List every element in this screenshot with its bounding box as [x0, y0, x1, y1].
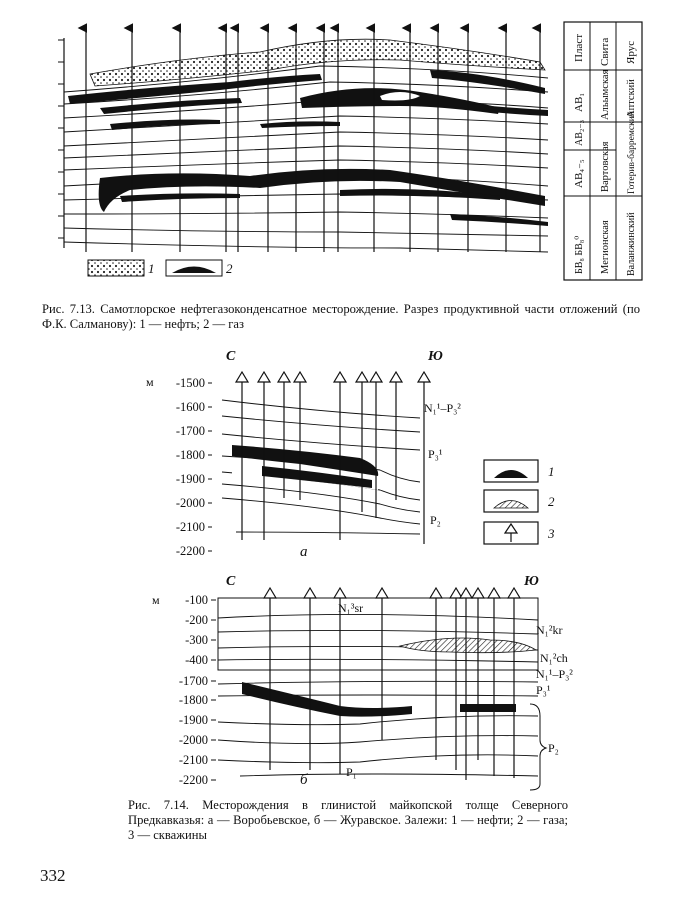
fig714a-depth-2: -1700: [176, 424, 205, 438]
fig714a-strata-2: P₂: [430, 513, 441, 527]
fig714b-south: Ю: [523, 574, 539, 589]
stratigraphy-table: Пласт Свита Ярус АВ₁ АВ₂₋₃ АВ₄₋₅ БВ₈ БВ₈…: [563, 21, 643, 281]
fig714-legend: 1 2 3: [483, 459, 555, 545]
fig714b-depth-2: -300: [185, 633, 208, 647]
legend-713-num-1: 1: [148, 261, 155, 276]
legend-oil-swatch: [87, 259, 145, 277]
fig714a-depth-3: -1800: [176, 448, 205, 462]
fig714a-depth-7: -2200: [176, 544, 205, 558]
fig714b-depth-6: -1900: [179, 713, 208, 727]
table-plast-1: АВ₁: [573, 93, 585, 112]
legend-714-num-2: 2: [548, 494, 555, 509]
table-yarus-4: Валанжинский: [626, 212, 637, 276]
fig714b-depth-4: -1700: [179, 674, 208, 688]
fig714a-section: С Ю м -1500 -1600 -1700 -1800 -1900 -200…: [146, 349, 461, 560]
legend-714-num-3: 3: [547, 526, 555, 541]
fig714b-depth-8: -2100: [179, 753, 208, 767]
fig714b-strata-5: P₂: [548, 741, 559, 755]
fig714a-depth-1: -1600: [176, 400, 205, 414]
fig714b-depth-5: -1800: [179, 693, 208, 707]
table-header-plast: Пласт: [573, 34, 585, 62]
table-svita-1: Альымская: [600, 69, 611, 120]
fig714b-strata-6: P₁: [346, 765, 357, 779]
table-header-svita: Свита: [599, 38, 611, 66]
fig713-section: 1 2 Пласт Свита Ярус АВ₁ АВ₂₋₃ АВ₄₋₅ БВ₈…: [58, 21, 643, 281]
fig714a-strata-1: P₃¹: [428, 447, 443, 461]
fig714b-depth-7: -2000: [179, 733, 208, 747]
fig714a-depth-5: -2000: [176, 496, 205, 510]
fig714b-strata-2: N₁²ch: [540, 651, 568, 665]
fig714a-unit: м: [146, 375, 154, 389]
fig714-caption: Рис. 7.14. Месторождения в глинистой май…: [128, 798, 568, 842]
table-header-yarus: Ярус: [625, 41, 637, 64]
fig714a-strata-0: N₁¹–P₃²: [424, 401, 461, 415]
fig714b-section: С Ю м -100 -200 -300 -400 -1700 -1800 -1…: [152, 574, 573, 791]
fig714a-depth-6: -2100: [176, 520, 205, 534]
fig714b-north: С: [226, 574, 236, 589]
fig714a-depth-axis: -1500 -1600 -1700 -1800 -1900 -2000 -210…: [176, 376, 205, 558]
fig714b-unit: м: [152, 593, 160, 607]
fig714b-strata-3: N₁¹–P₃²: [536, 667, 573, 681]
table-svita-4: Мегионская: [600, 220, 611, 274]
table-svita-3: Вартовская: [600, 141, 611, 192]
fig714b-depth-0: -100: [185, 593, 208, 607]
fig714b-label: б: [300, 772, 308, 788]
table-plast-3: АВ₄₋₅: [573, 159, 585, 188]
fig714a-depth-0: -1500: [176, 376, 205, 390]
fig714a-depth-4: -1900: [176, 472, 205, 486]
table-plast-2: АВ₂₋₃: [574, 120, 585, 146]
fig714a-south: Ю: [427, 349, 443, 364]
fig714a-north: С: [226, 349, 236, 364]
fig713-caption: Рис. 7.13. Самотлорское нефтегазоконденс…: [42, 302, 640, 331]
fig714b-strata-0: N₁³sr: [338, 601, 363, 615]
fig714b-depth-axis: -100 -200 -300 -400 -1700 -1800 -1900 -2…: [179, 593, 208, 787]
fig714a-label: а: [300, 544, 308, 560]
table-yarus-3: Готерив-барремский: [626, 111, 637, 194]
legend-713-num-2: 2: [226, 261, 233, 276]
fig714b-depth-9: -2200: [179, 773, 208, 787]
fig714b-strata-4: P₃¹: [536, 683, 551, 697]
legend-714-num-1: 1: [548, 464, 555, 479]
fig714b-strata-1: N₁²kr: [536, 623, 562, 637]
fig714b-depth-3: -400: [185, 653, 208, 667]
table-yarus-1: Аптский: [626, 79, 637, 118]
fig714b-depth-1: -200: [185, 613, 208, 627]
page-number: 332: [40, 866, 66, 885]
table-plast-4: БВ₈ БВ₈⁰: [574, 236, 585, 274]
